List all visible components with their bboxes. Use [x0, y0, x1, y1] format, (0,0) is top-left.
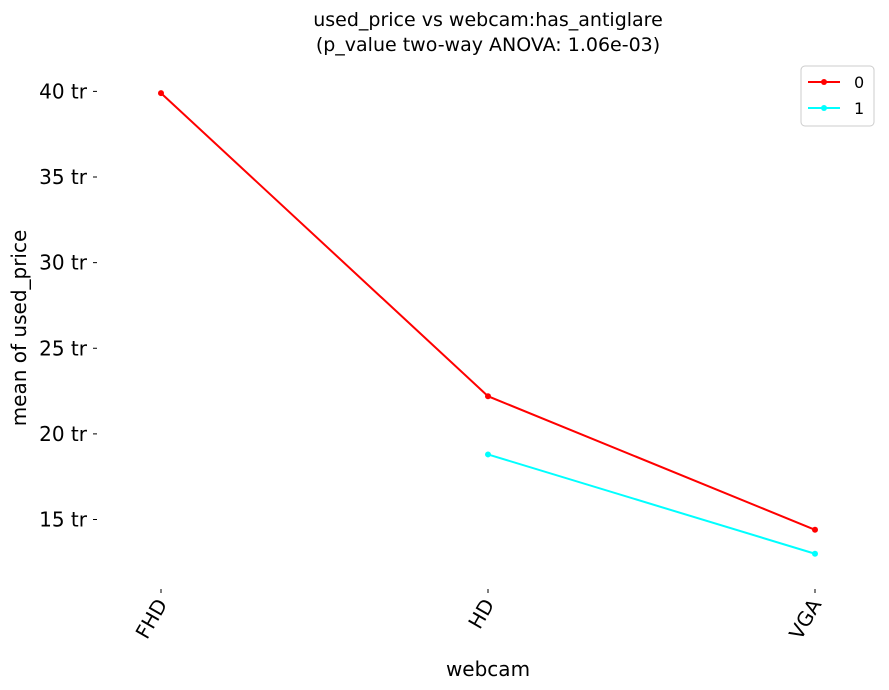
- series-1-line: [487, 453, 816, 555]
- y-axis-label: mean of used_price: [7, 230, 31, 427]
- y-axis: 15 tr 20 tr 25 tr 30 tr 35 tr 40 tr: [39, 79, 97, 532]
- legend-swatch-marker: [821, 105, 827, 111]
- series-0-point: [158, 90, 164, 97]
- series-1-point: [812, 550, 818, 557]
- chart-title: used_price vs webcam:has_antiglare: [313, 9, 663, 31]
- legend-swatch-marker: [821, 79, 827, 85]
- series-1-point: [485, 451, 491, 458]
- y-tick-label: 15 tr: [39, 508, 88, 532]
- y-tick-label: 25 tr: [39, 336, 88, 360]
- x-axis-label: webcam: [446, 657, 530, 681]
- legend-label: 1: [854, 99, 864, 118]
- chart-subtitle: (p_value two-way ANOVA: 1.06e-03): [316, 34, 660, 56]
- series-0-line: [160, 92, 816, 531]
- x-axis: FHD HD VGA: [131, 589, 826, 644]
- y-tick-label: 40 tr: [39, 79, 88, 103]
- x-tick-label: HD: [463, 595, 499, 633]
- series-0-point: [485, 393, 491, 400]
- legend: 01: [800, 65, 875, 127]
- y-tick-label: 35 tr: [39, 165, 88, 189]
- chart-title-group: used_price vs webcam:has_antiglare (p_va…: [313, 9, 663, 56]
- x-tick-label: FHD: [131, 595, 173, 643]
- y-tick-label: 20 tr: [39, 422, 88, 446]
- y-tick-label: 30 tr: [39, 251, 88, 275]
- legend-label: 0: [854, 73, 864, 92]
- series-layer: [158, 90, 818, 557]
- series-0-point: [812, 526, 818, 533]
- x-tick-label: VGA: [784, 594, 826, 643]
